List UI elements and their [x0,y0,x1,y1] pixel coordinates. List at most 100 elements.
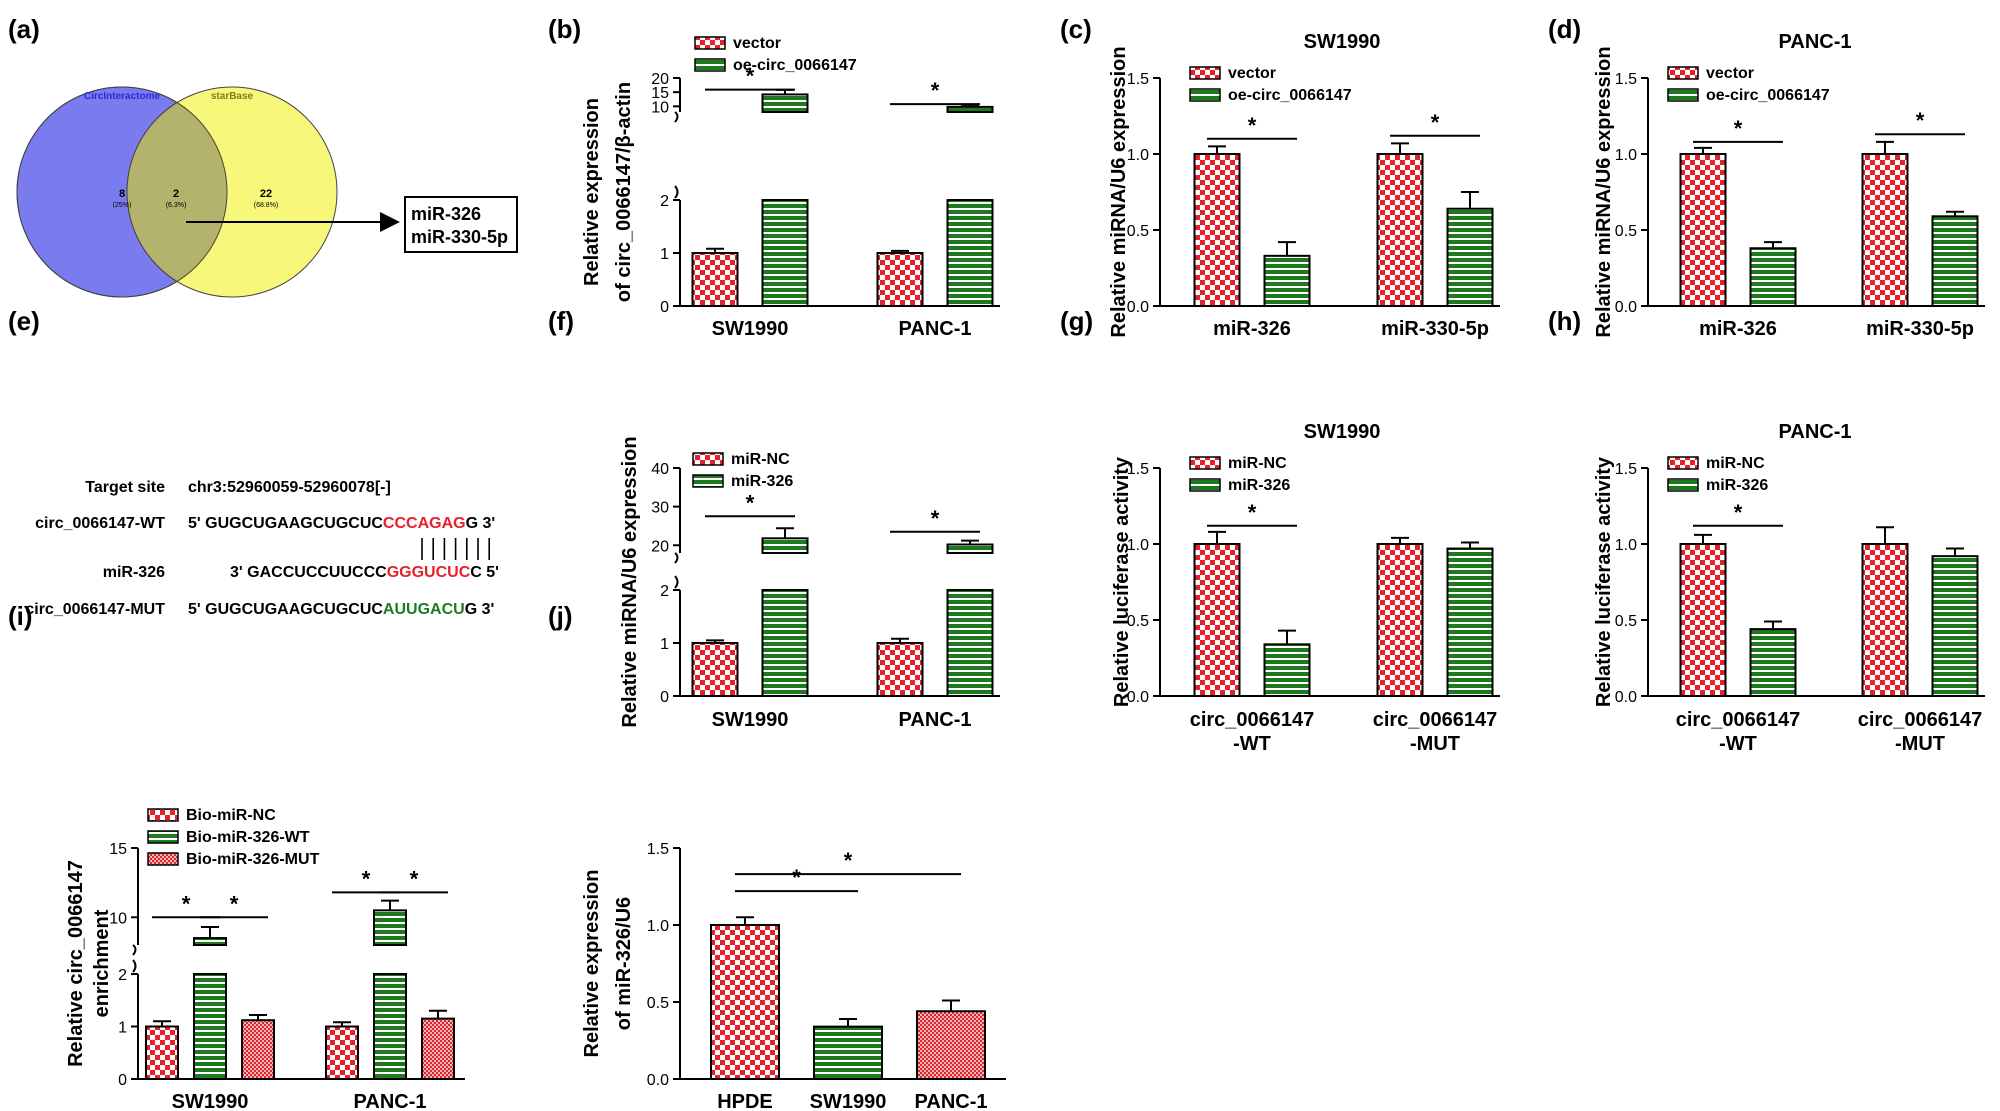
venn-result-line-2: miR-330-5p [411,227,508,247]
bar [1679,153,1727,307]
x-tick-label: PANC-1 [899,709,972,731]
y-tick-label: 2 [660,193,669,210]
x-tick-label-line: SW1990 [712,709,789,731]
y-tick-label: 1.5 [1127,461,1149,478]
panel-label-j: (j) [548,601,573,631]
y-tick-label: 0.5 [1615,223,1637,240]
chart-title: PANC-1 [1779,421,1852,443]
legend-swatch [147,808,179,822]
significance-star: * [362,866,371,891]
venn-result-box [404,196,518,253]
bar [761,589,809,697]
y-tick-label: 20 [651,538,669,555]
significance-star: * [746,64,755,89]
target-site-label: Target site [85,479,165,496]
y-tick-label: 1 [118,1020,127,1037]
panel-label-i: (i) [8,601,33,631]
legend-swatch [1667,88,1699,102]
panel-label-a: (a) [8,14,40,44]
y-tick-label: 1.0 [1615,537,1637,554]
legend-swatch [147,852,179,866]
bar [946,589,994,697]
y-tick-label: 1.0 [1615,147,1637,164]
chart-j: 0.0 0.5 1.0 1.5 Relative expression of miR-32… [581,841,1006,1111]
seq-mut-label: circ_0066147-MUT [25,601,165,618]
x-tick-label-line: miR-326 [1213,318,1291,340]
pairing-lines [421,538,491,560]
y-tick-label: 0.5 [1127,613,1149,630]
y-tick-label: 0 [660,299,669,316]
legend-swatch [1189,456,1221,470]
bar [1263,643,1311,698]
chart-title: PANC-1 [1779,31,1852,53]
significance-star: * [182,891,191,916]
x-tick-label: PANC-1 [899,318,972,340]
panel-label-b: (b) [548,14,581,44]
x-tick-label-line: PANC-1 [915,1091,988,1111]
legend-swatch [147,830,179,844]
significance-star: * [931,506,940,531]
y-axis-label: enrichment [91,909,113,1017]
x-tick-label-line: PANC-1 [354,1091,427,1111]
bar [813,1025,883,1081]
significance-star: * [1248,500,1257,525]
bar [691,642,739,697]
seq-mir-label: miR-326 [103,564,165,581]
venn-left-label: CircInteractome [84,91,161,102]
bar [761,93,809,113]
x-tick-label: SW1990 [712,318,789,340]
y-tick-label: 1 [660,636,669,653]
panel-label-e: (e) [8,306,40,336]
panel-label-c: (c) [1060,14,1092,44]
bar [946,105,994,114]
legend-label: miR-NC [1706,455,1765,472]
legend-label: miR-NC [731,451,790,468]
y-axis-label: Relative luciferase activity [1111,456,1133,707]
x-tick-label: miR-326 [1699,318,1777,340]
legend-label: miR-326 [1228,477,1290,494]
bar [193,937,227,946]
bar [193,973,227,1080]
y-tick-label: 15 [109,841,127,858]
venn-left-pct: (25%) [113,202,132,209]
x-tick-label: circ_0066147 -MUT [1373,709,1498,755]
x-tick-label-line: -WT [1719,733,1757,755]
y-tick-label: 1.0 [1127,147,1149,164]
x-tick-label-line: PANC-1 [899,709,972,731]
x-tick-label: miR-330-5p [1381,318,1489,340]
y-tick-label: 2 [118,967,127,984]
venn-right-label: starBase [211,91,254,102]
significance-star: * [1734,116,1743,141]
legend-label: vector [1706,65,1754,82]
bar [1679,543,1727,697]
significance-star: * [1248,113,1257,138]
significance-star: * [746,490,755,515]
venn-right-count: 22 [260,188,272,200]
legend-label: oe-circ_0066147 [1706,87,1830,104]
y-tick-label: 0.5 [647,995,669,1012]
legend-label: oe-circ_0066147 [1228,87,1352,104]
significance-star: * [844,848,853,873]
legend-label: miR-326 [1706,477,1768,494]
y-tick-label: 10 [109,910,127,927]
bar [373,909,407,946]
y-axis-label: Relative expression [581,870,603,1058]
bar [1861,543,1909,697]
x-tick-label-line: circ_0066147 [1373,709,1498,731]
bar [1376,543,1424,697]
chart-title: SW1990 [1304,31,1381,53]
axis-break-mark [674,111,679,199]
significance-star: * [792,865,801,890]
y-tick-label: 0 [118,1072,127,1089]
y-tick-label: 0.0 [647,1072,669,1089]
axis-break-mark [674,552,679,589]
significance-star: * [1734,500,1743,525]
x-tick-label-line: miR-330-5p [1866,318,1974,340]
x-tick-label: circ_0066147 -MUT [1858,709,1983,755]
venn-overlap [126,87,227,297]
legend-label: vector [1228,65,1276,82]
